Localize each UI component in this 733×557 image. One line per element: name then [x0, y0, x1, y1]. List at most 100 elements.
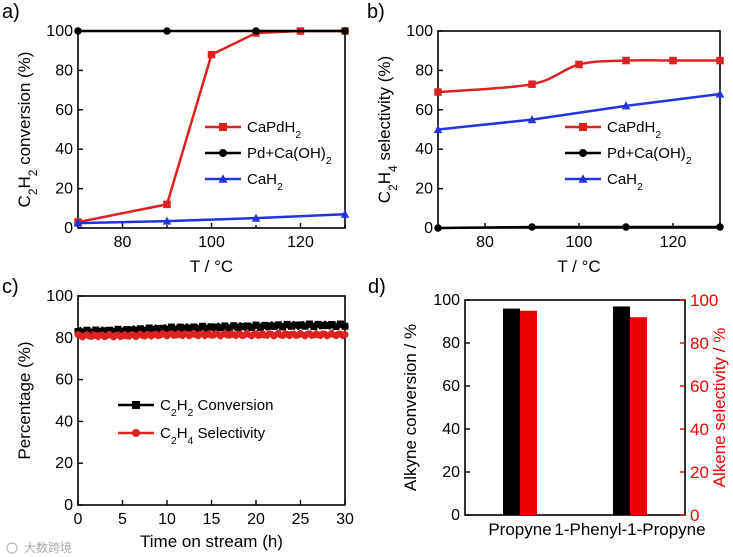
- data-point-c-0: [261, 321, 269, 329]
- data-point-b-0: [669, 56, 677, 65]
- y2-tick-label: 100: [690, 291, 718, 310]
- legend-marker: [219, 123, 227, 131]
- data-point-c-0: [141, 327, 149, 335]
- data-point-b-1: [528, 223, 536, 231]
- data-point-c-0: [288, 322, 296, 330]
- data-point-c-0: [252, 321, 260, 329]
- y-tick-label-c: 0: [64, 497, 73, 514]
- y-tick-label-b: 60: [415, 102, 433, 119]
- y-axis-label-b: C2H4 selectivity (%): [375, 56, 400, 203]
- x-tick-label-b: 120: [660, 234, 687, 251]
- y2-tick-label: 0: [690, 506, 699, 525]
- legend-entry-b-0: CaPdH2: [565, 119, 661, 141]
- data-point-b-2: [527, 115, 537, 124]
- y-tick-label-d: 80: [442, 335, 460, 352]
- bar-1-0: [520, 310, 537, 515]
- y-axis-label-a: C2H2 conversion (%): [15, 52, 40, 208]
- y-tick-label-d: 60: [442, 378, 460, 395]
- series-a-1: [74, 27, 349, 35]
- y-tick-label-d: 0: [451, 507, 460, 524]
- data-point-c-0: [297, 321, 304, 329]
- category-label-0: Propyne: [488, 520, 551, 539]
- data-point-c-0: [332, 322, 340, 330]
- data-point-b-2: [433, 124, 443, 134]
- data-point-c-0: [216, 324, 224, 332]
- legend-entry-a-0: CaPdH2: [205, 119, 301, 141]
- y-axis-label-right: Alkene selectivity / %: [710, 328, 729, 488]
- data-point-c-0: [270, 322, 278, 330]
- y2-tick-label: 80: [690, 334, 709, 353]
- data-point-c-0: [239, 323, 247, 331]
- data-point-c-0: [83, 326, 91, 334]
- x-tick-label-b: 80: [476, 234, 494, 251]
- data-point-c-0: [136, 325, 144, 333]
- legend-label: CaH2: [247, 171, 283, 193]
- data-point-c-0: [243, 322, 251, 330]
- x-tick-label-a: 100: [198, 234, 225, 251]
- data-point-c-0: [181, 324, 189, 332]
- x-tick-label-c: 25: [292, 511, 310, 528]
- data-point-c-0: [234, 323, 242, 331]
- data-point-c-0: [176, 323, 184, 331]
- data-point-b-0: [575, 60, 583, 69]
- y-tick-label-c: 60: [55, 372, 73, 389]
- data-point-b-0: [528, 80, 536, 88]
- y-tick-label-c: 80: [55, 330, 73, 347]
- data-point-c-0: [310, 322, 318, 330]
- data-point-b-2: [621, 101, 631, 110]
- y-tick-label-b: 100: [406, 23, 433, 40]
- data-point-c-0: [341, 322, 349, 330]
- data-point-c-0: [225, 324, 233, 332]
- data-point-a-2: [340, 209, 350, 218]
- panel-label-c: c): [2, 276, 19, 298]
- y-tick-label-d: 40: [442, 421, 460, 438]
- bar-1-1: [630, 317, 647, 515]
- data-point-b-0: [434, 88, 442, 96]
- data-point-c-0: [305, 320, 313, 328]
- series-b-1: [434, 223, 724, 232]
- data-point-c-0: [172, 325, 180, 333]
- x-tick-label-c: 0: [74, 511, 83, 528]
- y2-tick-label: 60: [690, 377, 709, 396]
- data-point-c-0: [283, 320, 291, 328]
- data-point-b-2: [715, 89, 725, 98]
- legend-entry-a-1: Pd+Ca(OH)2: [205, 145, 332, 167]
- data-point-a-2: [73, 218, 83, 227]
- data-point-a-1: [74, 27, 82, 35]
- series-line-b-1: [437, 225, 720, 230]
- x-tick-label-c: 20: [247, 511, 265, 528]
- data-point-c-1: [341, 331, 349, 339]
- y-tick-label-b: 0: [424, 220, 433, 237]
- y-tick-label-a: 0: [64, 220, 73, 237]
- data-point-c-0: [323, 322, 331, 330]
- x-tick-label-c: 5: [118, 511, 127, 528]
- data-point-c-0: [185, 324, 193, 332]
- data-point-c-0: [167, 323, 175, 331]
- data-point-c-0: [105, 326, 113, 334]
- plot-frame-a: [77, 30, 346, 229]
- watermark-text: 大数跨境: [24, 540, 72, 555]
- data-point-a-1: [252, 27, 260, 35]
- data-point-a-2: [162, 216, 172, 225]
- data-point-c-0: [212, 323, 220, 331]
- legend-label: C2H4 Selectivity: [160, 425, 266, 447]
- data-point-c-0: [154, 324, 162, 332]
- data-point-c-0: [101, 327, 109, 335]
- x-tick-label-b: 100: [566, 234, 593, 251]
- data-point-b-0: [716, 56, 724, 65]
- data-point-c-0: [319, 322, 327, 330]
- data-point-c-0: [208, 323, 215, 331]
- data-point-b-1: [434, 224, 442, 232]
- data-point-c-0: [274, 321, 282, 329]
- x-tick-label-c: 10: [158, 511, 176, 528]
- data-point-c-0: [114, 325, 122, 333]
- data-point-c-0: [190, 323, 198, 331]
- watermark-icon: [6, 542, 18, 554]
- chart-c: c) 0 20 40 60 80 100 0 5 10 15 20 25 30 Time on stream…: [2, 276, 354, 551]
- data-point-c-0: [337, 320, 345, 328]
- series-a-2: [73, 209, 350, 227]
- data-point-c-0: [145, 324, 153, 332]
- legend-label: CaPdH2: [247, 119, 301, 141]
